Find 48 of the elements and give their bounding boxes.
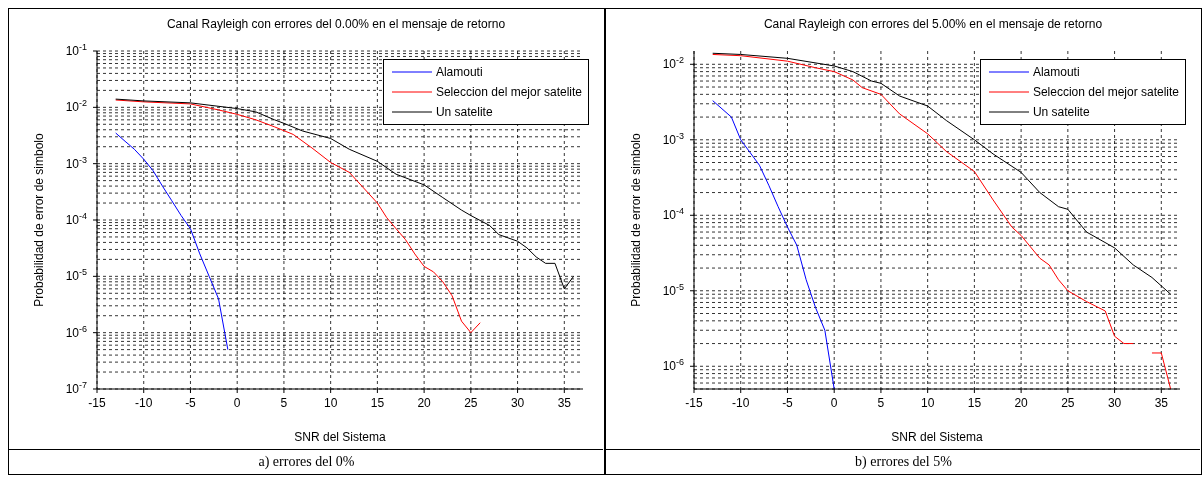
y-tick-label: 10$^{-4}$ (662, 206, 684, 223)
y-tick-label: 10$^{-3}$ (662, 130, 684, 147)
legend-label: Un satelite (1032, 104, 1090, 121)
x-axis-title: SNR del Sistema (294, 430, 386, 444)
y-tick-label: 10$^{-2}$ (65, 98, 87, 115)
chart-title: Canal Rayleigh con errores del 5.00% en el mensaje de retorno (763, 17, 1103, 31)
y-tick-label: 10$^{-4}$ (65, 211, 87, 227)
x-tick-label: 0 (830, 396, 838, 410)
x-tick-label: 0 (233, 396, 241, 410)
legend-label: Seleccion del mejor satelite (435, 84, 582, 101)
x-tick-label: -15 (88, 396, 106, 410)
x-tick-label: 25 (464, 396, 478, 410)
x-tick-label: 10 (920, 396, 935, 410)
x-tick-label: -10 (135, 396, 153, 410)
y-tick-label: 10$^{-7}$ (65, 380, 87, 396)
x-axis-title: SNR del Sistema (891, 430, 983, 444)
y-tick-label: 10$^{-1}$ (65, 42, 87, 58)
x-tick-label: 30 (1107, 396, 1122, 410)
x-tick-label: 15 (967, 396, 982, 410)
x-tick-label: 15 (370, 396, 385, 410)
x-tick-label: 25 (1061, 396, 1075, 410)
x-tick-label: 10 (323, 396, 338, 410)
y-axis-title: Probabilidad de error de simbolo (32, 132, 47, 307)
legend-label: Seleccion del mejor satelite (1032, 84, 1179, 101)
x-tick-label: -5 (185, 396, 197, 410)
y-tick-label: 10$^{-6}$ (662, 357, 684, 374)
y-axis-title: Probabilidad de error de simbolo (629, 132, 644, 307)
x-tick-label: 5 (280, 396, 288, 410)
y-tick-label: 10$^{-3}$ (65, 154, 87, 171)
legend-label: Alamouti (435, 64, 483, 81)
x-tick-label: 5 (877, 396, 885, 410)
x-tick-label: -15 (685, 396, 703, 410)
y-tick-label: 10$^{-5}$ (662, 281, 684, 298)
y-tick-label: 10$^{-6}$ (65, 323, 87, 340)
x-tick-label: 30 (510, 396, 525, 410)
x-tick-label: -10 (732, 396, 750, 410)
legend-label: Alamouti (1032, 64, 1080, 81)
x-tick-label: 35 (557, 396, 572, 410)
x-tick-label: 20 (417, 396, 432, 410)
chart-title: Canal Rayleigh con errores del 0.00% en el mensaje de retorno (166, 17, 506, 31)
x-tick-label: 20 (1014, 396, 1029, 410)
text: b) errores del 5% (855, 454, 952, 469)
legend-label: Un satelite (435, 104, 493, 121)
y-tick-label: 10$^{-2}$ (662, 55, 684, 72)
x-tick-label: -5 (782, 396, 794, 410)
y-tick-label: 10$^{-5}$ (65, 267, 87, 284)
text: a) errores del 0% (258, 454, 355, 469)
x-tick-label: 35 (1154, 396, 1169, 410)
